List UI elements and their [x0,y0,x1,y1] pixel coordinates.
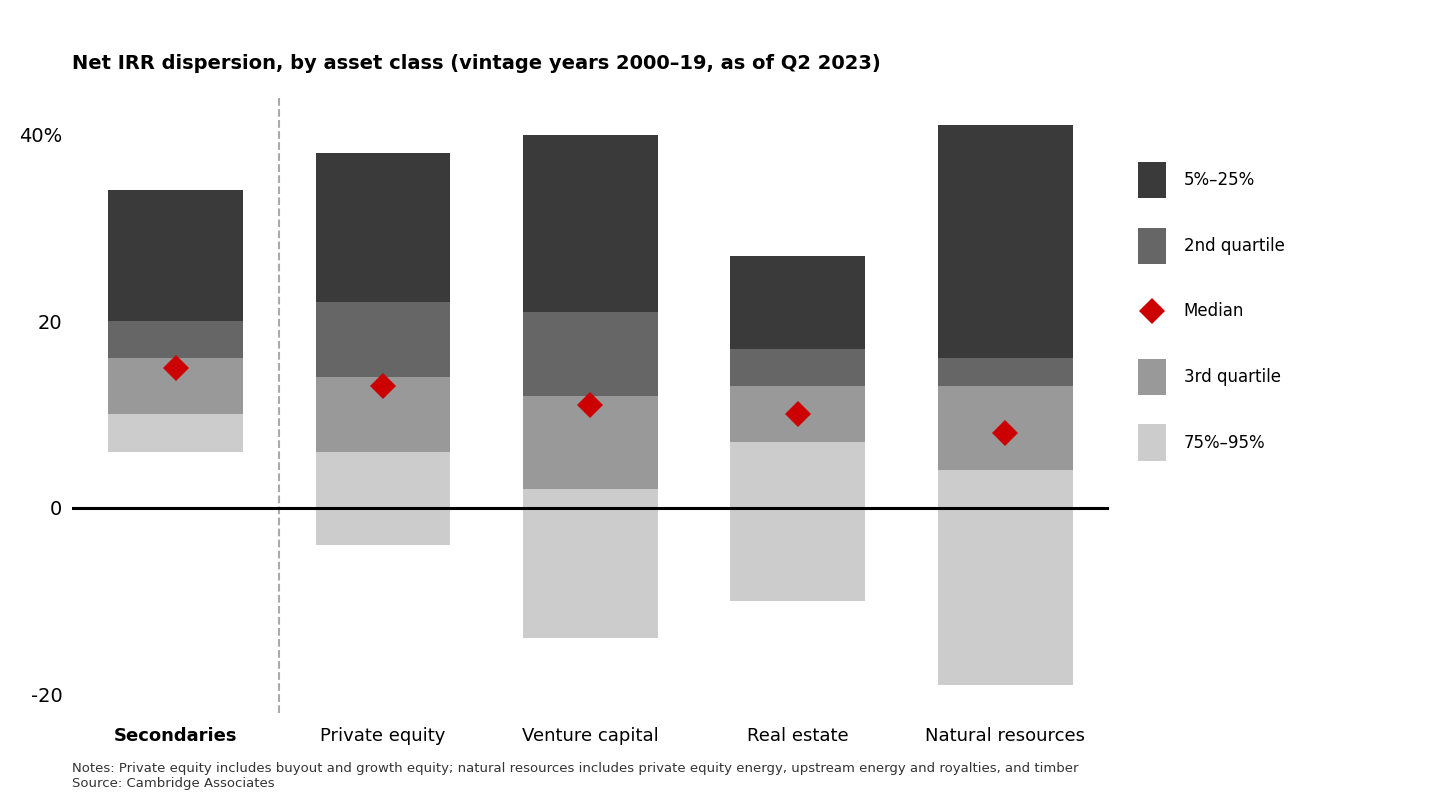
Bar [315,377,451,452]
Bar [730,386,865,442]
Text: Natural resources: Natural resources [924,727,1086,744]
Text: Secondaries: Secondaries [114,727,238,744]
Text: 3rd quartile: 3rd quartile [1184,368,1280,386]
Bar [108,190,243,321]
Bar [730,256,865,349]
Bar [108,358,243,415]
Bar [523,395,658,489]
Bar [937,358,1073,386]
Text: Net IRR dispersion, by asset class (vintage years 2000–19, as of Q2 2023): Net IRR dispersion, by asset class (vint… [72,54,881,73]
Bar [937,126,1073,358]
Bar [108,415,243,452]
Text: Venture capital: Venture capital [523,727,658,744]
Text: Notes: Private equity includes buyout and growth equity; natural resources inclu: Notes: Private equity includes buyout an… [72,761,1079,790]
Text: 75%–95%: 75%–95% [1184,433,1266,452]
Bar [937,471,1073,684]
Bar [108,321,243,358]
Bar [523,312,658,395]
Bar [523,134,658,312]
FancyBboxPatch shape [1138,424,1166,461]
Bar [730,442,865,601]
Text: 2nd quartile: 2nd quartile [1184,237,1284,255]
Text: Private equity: Private equity [320,727,446,744]
Bar [523,489,658,638]
Bar [937,386,1073,471]
Bar [730,349,865,386]
Bar [315,153,451,302]
Text: 5%–25%: 5%–25% [1184,171,1254,190]
FancyBboxPatch shape [1138,162,1166,198]
FancyBboxPatch shape [1138,228,1166,264]
Bar [315,452,451,545]
Bar [315,302,451,377]
FancyBboxPatch shape [1138,359,1166,395]
Text: Real estate: Real estate [747,727,848,744]
Text: Median: Median [1184,302,1244,321]
